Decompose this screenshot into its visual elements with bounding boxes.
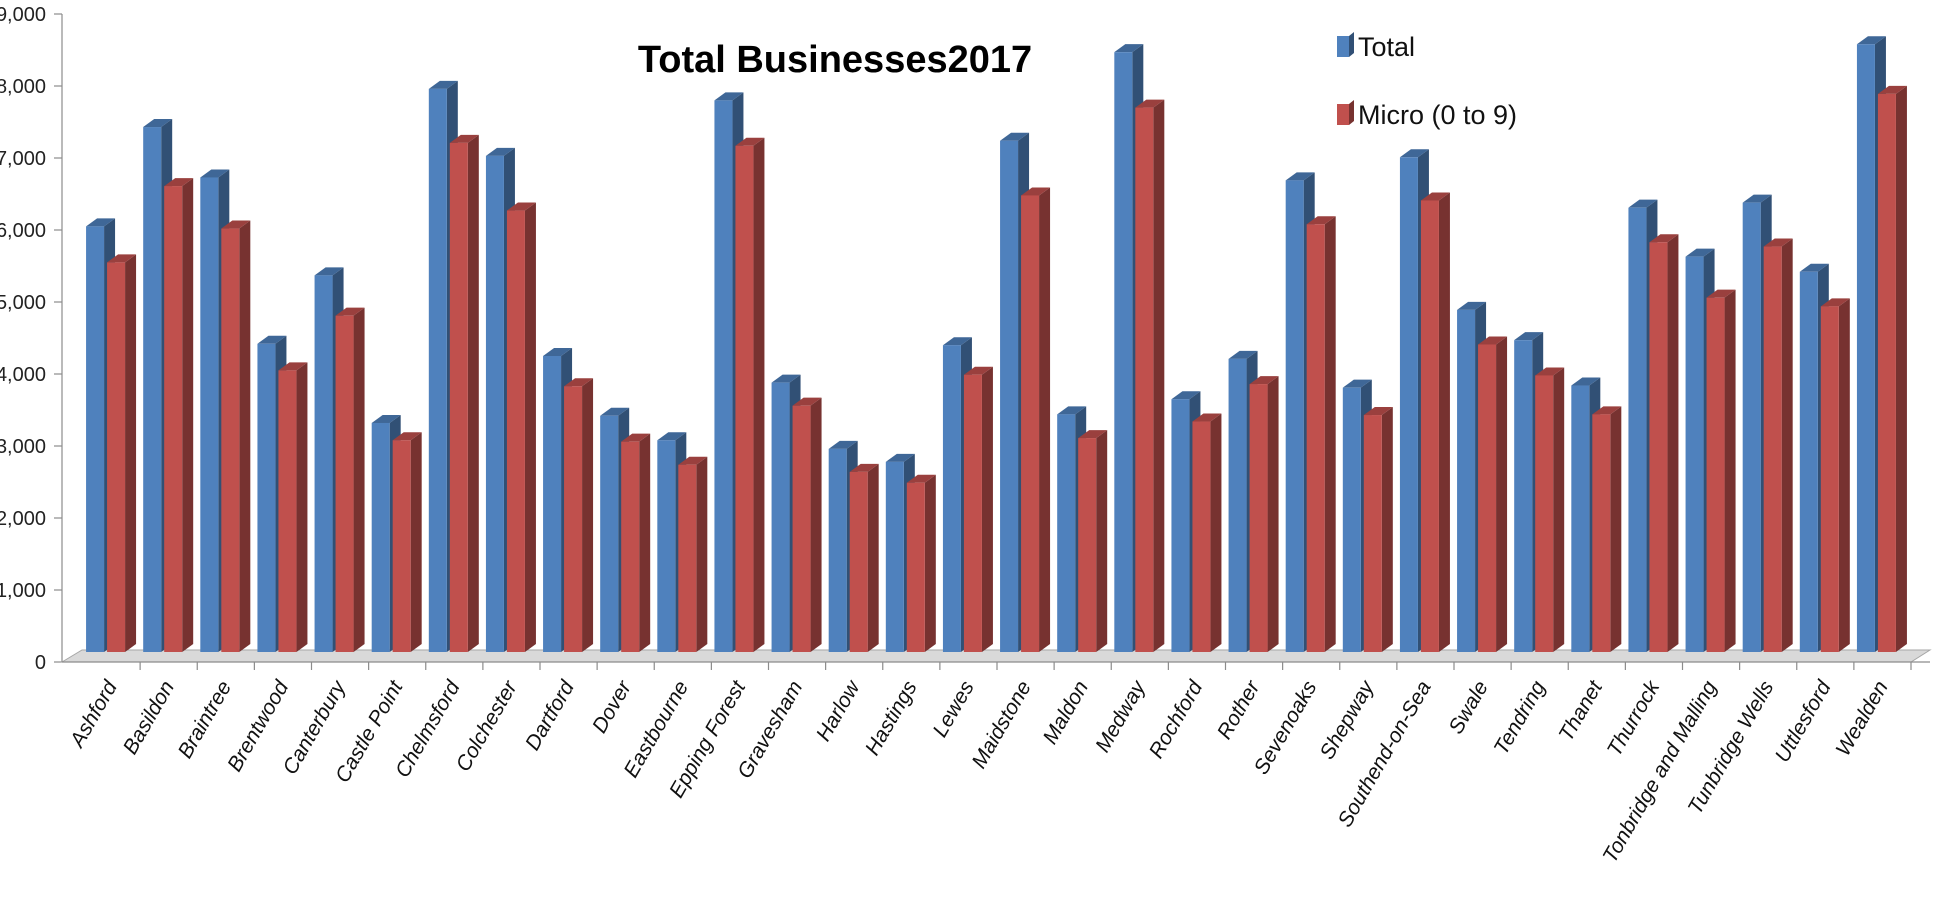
bars bbox=[86, 36, 1907, 653]
bar-micro bbox=[1420, 192, 1450, 653]
x-category-label: Lewes bbox=[928, 677, 979, 742]
x-category-label: Maldon bbox=[1039, 677, 1093, 748]
x-category-label: Wealden bbox=[1832, 677, 1893, 760]
bar-micro bbox=[506, 202, 536, 652]
y-tick-label: 2,000 bbox=[0, 508, 46, 530]
y-tick-label: 9,000 bbox=[0, 4, 46, 26]
bar-micro bbox=[1021, 187, 1051, 652]
y-tick-label: 5,000 bbox=[0, 292, 46, 314]
legend-label: Micro (0 to 9) bbox=[1358, 100, 1517, 130]
bar-micro bbox=[221, 220, 251, 652]
x-category-label: Uttlesford bbox=[1771, 676, 1837, 766]
y-tick-label: 8,000 bbox=[0, 76, 46, 98]
x-category-label: Thurrock bbox=[1603, 676, 1665, 761]
bar-micro bbox=[906, 474, 936, 652]
y-tick-label: 3,000 bbox=[0, 436, 46, 458]
bar-micro bbox=[1363, 407, 1393, 652]
y-axis-tick-labels: 0 1,000 2,000 3,000 4,000 5,000 6,000 7,000 8,00… bbox=[0, 4, 46, 674]
bar-micro bbox=[1535, 367, 1565, 652]
bar-micro bbox=[1249, 376, 1279, 652]
x-category-label: Rochford bbox=[1145, 676, 1208, 762]
y-tick-label: 7,000 bbox=[0, 148, 46, 170]
x-category-label: Hastings bbox=[861, 677, 922, 760]
bar-micro bbox=[1192, 413, 1222, 652]
bar-micro bbox=[792, 397, 822, 652]
legend-item-micro: Micro (0 to 9) bbox=[1337, 100, 1517, 130]
bar-micro bbox=[1706, 289, 1736, 652]
bar-micro bbox=[735, 137, 765, 652]
bar-micro bbox=[1649, 234, 1679, 653]
x-category-label: Rother bbox=[1213, 676, 1265, 743]
legend-swatch bbox=[1337, 36, 1349, 57]
legend-label: Total bbox=[1358, 32, 1415, 62]
y-tick-label: 0 bbox=[35, 652, 46, 674]
bar-micro bbox=[1478, 336, 1508, 652]
bar-micro bbox=[278, 362, 308, 652]
x-category-label: Ashford bbox=[65, 676, 123, 753]
x-category-label: Maidstone bbox=[968, 677, 1036, 772]
bar-micro bbox=[449, 134, 479, 652]
bar-micro bbox=[392, 432, 422, 652]
legend: Total Micro (0 to 9) bbox=[1337, 32, 1517, 130]
x-category-label: Tendring bbox=[1490, 677, 1551, 759]
bar-micro bbox=[849, 463, 879, 652]
bar-micro bbox=[564, 378, 594, 652]
bar-micro bbox=[678, 456, 708, 652]
bar-micro bbox=[1135, 99, 1165, 653]
x-category-label: Thanet bbox=[1555, 676, 1608, 745]
bar-micro bbox=[107, 254, 137, 652]
x-category-label: Basildon bbox=[119, 677, 179, 758]
bar-micro bbox=[1306, 216, 1336, 653]
x-category-label: Dover bbox=[588, 676, 636, 737]
bar-micro bbox=[963, 366, 993, 652]
bar-micro bbox=[621, 433, 651, 652]
bar-micro bbox=[1877, 85, 1907, 653]
x-category-label: Shepway bbox=[1316, 676, 1380, 764]
bar-micro bbox=[1820, 298, 1850, 652]
legend-swatch bbox=[1337, 104, 1349, 125]
y-tick-label: 1,000 bbox=[0, 580, 46, 602]
axes bbox=[54, 13, 1932, 670]
bar-micro bbox=[1078, 430, 1108, 652]
x-category-label: Braintree bbox=[174, 677, 237, 762]
x-category-label: Medway bbox=[1091, 676, 1151, 757]
x-category-label: Dartford bbox=[521, 676, 580, 754]
x-category-label: Harlow bbox=[812, 675, 866, 745]
y-tick-label: 4,000 bbox=[0, 364, 46, 386]
chart-title: Total Businesses2017 bbox=[638, 39, 1032, 81]
legend-item-total: Total bbox=[1337, 32, 1415, 62]
bar-micro bbox=[335, 307, 365, 652]
bar-micro bbox=[1763, 238, 1793, 652]
bar-micro bbox=[164, 178, 194, 652]
x-axis-category-labels: AshfordBasildonBraintreeBrentwoodCanterb… bbox=[65, 675, 1893, 866]
x-category-label: Swale bbox=[1444, 677, 1493, 738]
y-tick-label: 6,000 bbox=[0, 220, 46, 242]
bar-micro bbox=[1592, 406, 1622, 652]
